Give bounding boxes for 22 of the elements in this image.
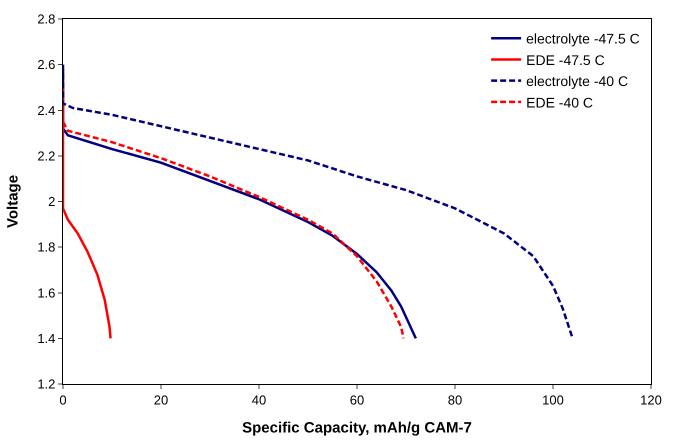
y-tick-label: 2 <box>48 194 56 210</box>
x-tick-label: 40 <box>252 392 266 408</box>
x-tick-label: 120 <box>640 392 662 408</box>
legend-label: electrolyte -40 C <box>526 73 628 90</box>
y-tick-label: 2.4 <box>37 102 56 118</box>
y-axis-title: Voltage <box>4 174 22 228</box>
x-tick-label: 80 <box>448 392 462 408</box>
legend-label: EDE -40 C <box>526 94 594 110</box>
x-tick-label: 100 <box>542 392 564 408</box>
x-axis-title: Specific Capacity, mAh/g CAM-7 <box>242 420 472 437</box>
x-tick-label: 20 <box>154 392 168 408</box>
x-tick-label: 60 <box>350 392 364 408</box>
y-tick-label: 2.6 <box>37 57 56 72</box>
x-tick-label: 0 <box>59 392 67 408</box>
y-tick-label: 2.2 <box>37 148 56 164</box>
legend-label: electrolyte -47.5 C <box>526 30 640 47</box>
y-tick-label: 1.2 <box>37 376 56 392</box>
y-tick-label: 1.6 <box>37 285 56 300</box>
legend-label: EDE -47.5 C <box>526 52 605 68</box>
y-tick-label: 1.4 <box>37 330 56 346</box>
y-tick-label: 1.8 <box>37 240 56 255</box>
y-tick-label: 2.8 <box>37 12 56 27</box>
